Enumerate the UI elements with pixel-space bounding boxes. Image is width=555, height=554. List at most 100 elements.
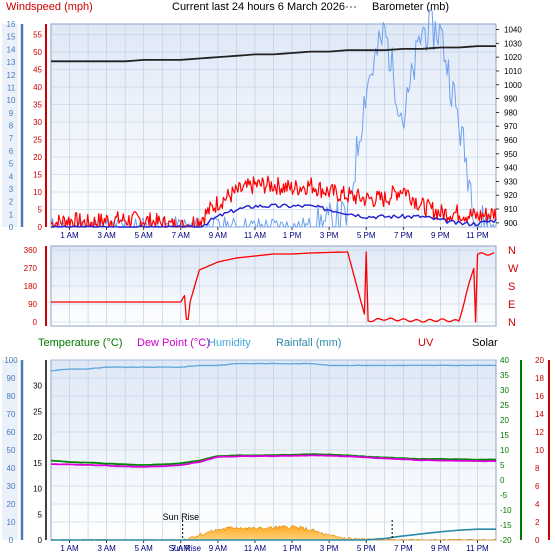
x-tick-label: 7 AM: [172, 231, 191, 240]
uv-tick-label: 20: [535, 356, 544, 365]
uv-tick-label: 16: [535, 392, 544, 401]
uv-tick-label: 0: [535, 536, 540, 545]
windspeed-tick-label: 25: [33, 136, 42, 145]
rain-tick-label: 10: [33, 485, 42, 494]
bft-tick-label: 10: [7, 96, 16, 105]
x-tick-label: 5 PM: [357, 544, 376, 553]
humidity-tick-label: 30: [7, 482, 16, 491]
windspeed-tick-label: 45: [33, 66, 42, 75]
bft-tick-label: 1: [9, 210, 14, 219]
x-tick-label: 11 PM: [466, 231, 489, 240]
x-tick-label: 3 PM: [320, 231, 339, 240]
x-tick-label: 9 PM: [431, 231, 450, 240]
uv-tick-label: 4: [535, 500, 540, 509]
humidity-tick-label: 90: [7, 374, 16, 383]
uv-tick-label: 8: [535, 464, 540, 473]
rainfall-line: [51, 528, 496, 541]
x-tick-label: 3 PM: [320, 544, 339, 553]
legend-temperature: Temperature (°C): [38, 337, 122, 349]
humidity-line: [50, 362, 497, 372]
windspeed-tick-label: 20: [33, 153, 42, 162]
uv-tick-label: 14: [535, 410, 544, 419]
barometer-tick-label: 910: [504, 205, 518, 214]
barometer-tick-label: 1030: [504, 39, 522, 48]
humidity-tick-label: 80: [7, 392, 16, 401]
direction-tick-label: 270: [24, 264, 38, 273]
temperature-tick-label: 40: [500, 356, 509, 365]
x-tick-label: 1 PM: [283, 544, 302, 553]
bft-tick-label: 4: [9, 172, 14, 181]
temperature-tick-label: -5: [500, 491, 508, 500]
direction-tick-label: 0: [33, 318, 38, 327]
windspeed-tick-label: 30: [33, 118, 42, 127]
compass-label: N: [508, 317, 516, 329]
bft-tick-label: 8: [9, 122, 14, 131]
barometer-tick-label: 970: [504, 122, 518, 131]
windspeed-axis-title: Windspeed (mph): [6, 1, 93, 13]
humidity-tick-label: 40: [7, 464, 16, 473]
barometer-tick-label: 1010: [504, 67, 522, 76]
temperature-tick-label: 10: [500, 446, 509, 455]
barometer-tick-label: 990: [504, 95, 518, 104]
x-tick-label: 3 AM: [98, 544, 117, 553]
temperature-tick-label: 30: [500, 386, 509, 395]
bft-tick-label: 3: [9, 185, 14, 194]
dew-point-line: [51, 454, 497, 468]
bft-tick-label: 7: [9, 134, 14, 143]
sun-rise-label: Sun Rise: [163, 512, 200, 522]
windspeed-line: [50, 175, 497, 228]
barometer-tick-label: 920: [504, 191, 518, 200]
rain-tick-label: 0: [38, 536, 43, 545]
x-tick-label: 9 AM: [209, 544, 228, 553]
bft-tick-label: 0: [9, 223, 14, 232]
windspeed-tick-label: 15: [33, 171, 42, 180]
legend-dew-point: Dew Point (°C): [137, 337, 210, 349]
compass-label: W: [508, 263, 519, 275]
humidity-tick-label: 50: [7, 446, 16, 455]
uv-tick-label: 18: [535, 374, 544, 383]
x-tick-label: 9 AM: [209, 231, 228, 240]
windspeed-tick-label: 0: [38, 223, 43, 232]
x-tick-label: 5 AM: [135, 544, 154, 553]
avg-wind-line: [51, 203, 497, 228]
sun-rise-axis-label: Sun Rise: [169, 544, 202, 553]
temperature-tick-label: 25: [500, 401, 509, 410]
barometer-tick-label: 1040: [504, 26, 522, 35]
barometer-tick-label: 1000: [504, 81, 522, 90]
barometer-line: [51, 45, 496, 63]
x-tick-label: 7 PM: [394, 231, 413, 240]
bft-tick-label: 11: [7, 83, 16, 92]
windspeed-tick-label: 40: [33, 83, 42, 92]
windspeed-tick-label: 5: [38, 206, 43, 215]
bft-tick-label: 15: [7, 33, 16, 42]
bft-tick-label: 9: [9, 109, 14, 118]
rain-tick-label: 20: [33, 433, 42, 442]
humidity-tick-label: 10: [7, 518, 16, 527]
direction-tick-label: 360: [24, 246, 38, 255]
humidity-tick-label: 0: [9, 536, 14, 545]
tick-labels: 1 AM 1 AM 3 AM 3 AM 5 AM 5 AM 7 AM 7 AM 9 AM 9 AM…: [4, 20, 550, 553]
rain-tick-label: 25: [33, 407, 42, 416]
legend-uv: UV: [418, 337, 434, 349]
bft-tick-label: 5: [9, 160, 14, 169]
uv-tick-label: 6: [535, 482, 540, 491]
barometer-tick-label: 930: [504, 177, 518, 186]
temperature-tick-label: -15: [500, 521, 512, 530]
bft-tick-label: 2: [9, 198, 14, 207]
uv-tick-label: 2: [535, 518, 540, 527]
bft-tick-label: 14: [7, 45, 16, 54]
temperature-tick-label: 15: [500, 431, 509, 440]
x-tick-label: 5 AM: [135, 231, 154, 240]
windspeed-tick-label: 50: [33, 48, 42, 57]
barometer-tick-label: 960: [504, 136, 518, 145]
x-tick-label: 5 PM: [357, 231, 376, 240]
bft-tick-label: 12: [7, 71, 16, 80]
bft-tick-label: 6: [9, 147, 14, 156]
rain-tick-label: 5: [38, 510, 43, 519]
temperature-tick-label: -20: [500, 536, 512, 545]
compass-label: E: [508, 299, 515, 311]
compass-label: S: [508, 281, 515, 293]
windspeed-tick-label: 10: [33, 188, 42, 197]
temperature-tick-label: 5: [500, 461, 505, 470]
